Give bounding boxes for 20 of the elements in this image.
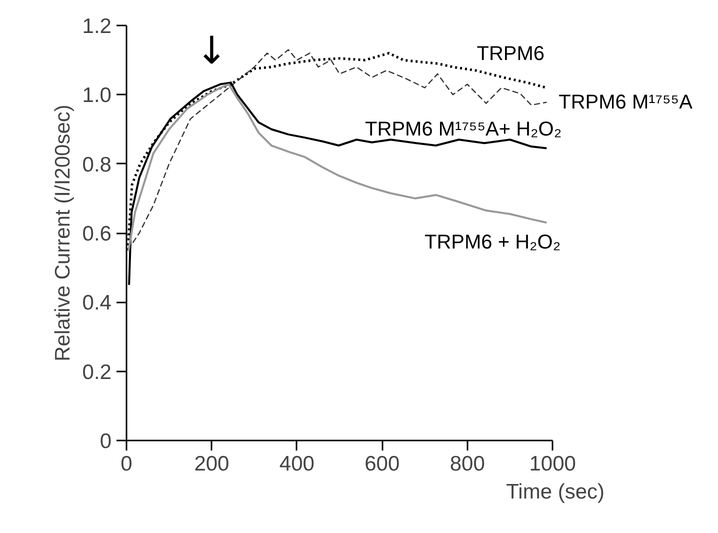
- x-axis-title: Time (sec): [506, 480, 605, 504]
- y-tick-label: 0.6: [82, 222, 112, 246]
- x-tick-label: 600: [364, 452, 400, 476]
- y-tick-label: 0.2: [82, 360, 112, 384]
- y-tick-label: 1.0: [82, 84, 112, 108]
- y-tick-label: 0.4: [82, 292, 112, 315]
- annotation: ↓: [196, 28, 228, 72]
- series-label: TRPM6 + H₂O₂: [424, 232, 561, 254]
- y-tick-label: 1.2: [82, 15, 112, 38]
- series-label: TRPM6 M¹⁷⁵⁵A+ H₂O₂: [365, 118, 562, 140]
- y-tick-label: 0.8: [82, 153, 112, 176]
- x-tick-label: 800: [450, 452, 485, 476]
- series-label: TRPM6: [476, 42, 545, 65]
- x-tick-label: 400: [279, 452, 314, 476]
- x-tick-label: 1000: [529, 452, 576, 476]
- x-tick-label: 200: [194, 452, 230, 476]
- y-axis-title: Relative Current (I/I200sec): [51, 104, 74, 362]
- series-label: TRPM6 M¹⁷⁵⁵A: [558, 91, 694, 114]
- x-tick-label: 0: [120, 452, 132, 476]
- y-tick-label: 0: [100, 430, 112, 453]
